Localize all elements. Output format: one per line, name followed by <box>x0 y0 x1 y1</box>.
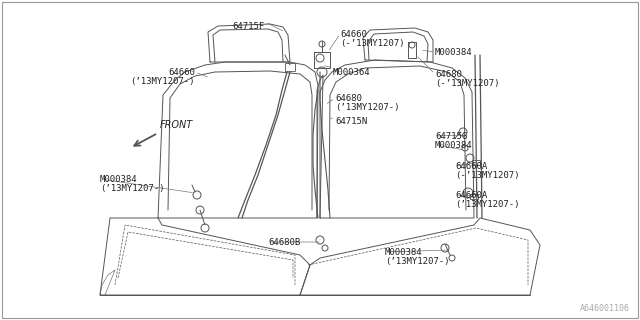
Text: 64680: 64680 <box>435 70 462 79</box>
Text: (-’13MY1207): (-’13MY1207) <box>435 79 499 88</box>
Text: M000384: M000384 <box>385 248 422 257</box>
Text: M000364: M000364 <box>333 68 371 77</box>
Text: 64715N: 64715N <box>335 117 367 126</box>
Text: 64680: 64680 <box>335 94 362 103</box>
Bar <box>470 194 478 198</box>
Text: (’13MY1207-): (’13MY1207-) <box>335 103 399 112</box>
Text: (-’13MY1207): (-’13MY1207) <box>340 39 404 48</box>
Text: 64660: 64660 <box>168 68 195 77</box>
Text: 64660: 64660 <box>340 30 367 39</box>
Bar <box>472 159 480 164</box>
Text: (’13MY1207-): (’13MY1207-) <box>100 184 164 193</box>
Text: 64660A: 64660A <box>455 162 487 171</box>
Bar <box>285 63 295 71</box>
Text: M000384: M000384 <box>435 48 472 57</box>
Text: M000384: M000384 <box>435 141 472 150</box>
Text: (-’13MY1207): (-’13MY1207) <box>455 171 520 180</box>
Text: FRONT: FRONT <box>160 120 193 130</box>
Text: (’13MY1207-): (’13MY1207-) <box>455 200 520 209</box>
Text: M000384: M000384 <box>100 175 138 184</box>
Text: (’13MY1207-): (’13MY1207-) <box>385 257 449 266</box>
Text: 64715G: 64715G <box>435 132 467 141</box>
Text: A646001106: A646001106 <box>580 304 630 313</box>
Text: 64680B: 64680B <box>268 238 300 247</box>
Text: 64660A: 64660A <box>455 191 487 200</box>
Text: 64715F: 64715F <box>233 22 265 31</box>
Text: (’13MY1207-): (’13MY1207-) <box>131 77 195 86</box>
